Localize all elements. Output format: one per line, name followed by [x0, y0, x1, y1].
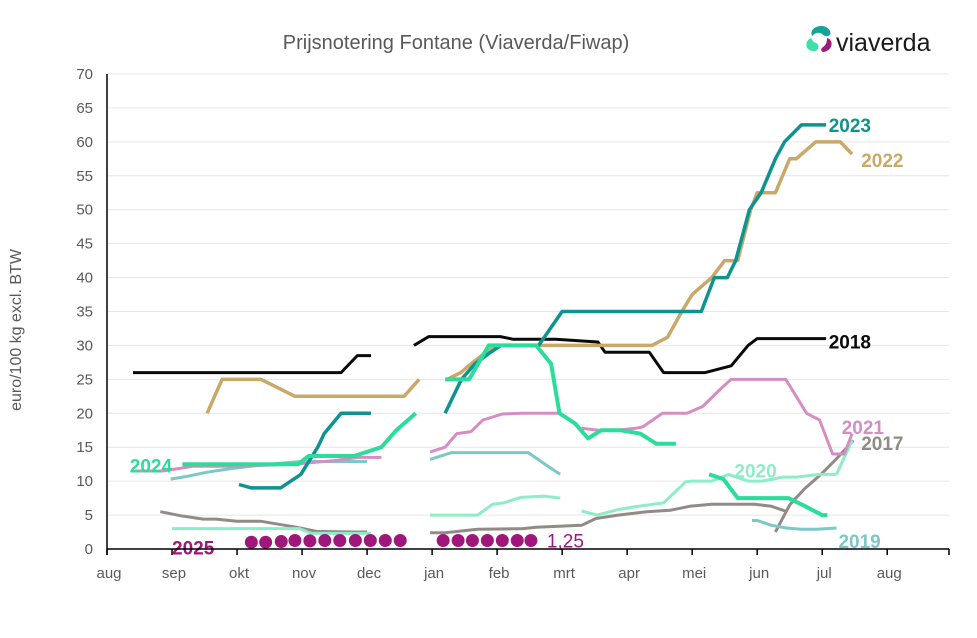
y-tick-label: 10 — [76, 473, 93, 490]
series-line-2021 — [581, 377, 854, 456]
series-label-2017: 2017 — [861, 434, 903, 455]
series-line-2024 — [182, 411, 418, 467]
y-tick-label: 65 — [76, 100, 93, 117]
x-tick-label: feb — [489, 565, 510, 582]
x-tick-label: aug — [877, 565, 902, 582]
y-tick-label: 45 — [76, 236, 93, 253]
y-tick-label: 30 — [76, 337, 93, 354]
x-tick-label: mei — [682, 565, 706, 582]
data-point-2025 — [510, 534, 524, 548]
series-line-2017 — [160, 510, 368, 534]
y-tick-label: 25 — [76, 371, 93, 388]
series-line-2018 — [413, 335, 827, 375]
data-point-2025 — [244, 535, 258, 549]
data-point-2025 — [348, 534, 362, 548]
series-label-2021: 2021 — [842, 418, 885, 439]
series-label-2020: 2020 — [734, 461, 776, 482]
series-line-2019 — [752, 519, 837, 531]
y-tick-label: 5 — [85, 507, 93, 524]
series-line-2023 — [238, 411, 371, 490]
viaverda-logo-icon — [806, 25, 832, 52]
series-line-2023 — [443, 123, 827, 415]
y-axis-title: euro/100 kg excl. BTW — [8, 248, 25, 411]
series-line-2017 — [774, 439, 855, 533]
series-2021 — [135, 377, 854, 473]
series-line-2022 — [205, 377, 421, 415]
data-point-2025 — [288, 534, 302, 548]
series-2025 — [244, 534, 538, 549]
x-tick-label: dec — [357, 565, 382, 582]
x-tick-label: jul — [816, 565, 832, 582]
y-tick-label: 0 — [85, 541, 93, 558]
data-point-2025 — [465, 534, 479, 548]
y-tick-label: 70 — [76, 66, 93, 83]
value-label-2025: 1,25 — [547, 532, 584, 553]
logo-green-shape — [806, 38, 819, 52]
series-line-2024 — [708, 472, 828, 518]
x-tick-label: sep — [162, 565, 186, 582]
series-2020 — [172, 439, 854, 535]
x-tick-label: aug — [96, 565, 121, 582]
data-point-2025 — [524, 534, 538, 548]
logo: viaverda — [806, 25, 931, 57]
x-tick-label: nov — [292, 565, 317, 582]
y-axis-ticks: 0 5 10 15 20 25 30 35 40 45 50 55 60 65 70 — [76, 66, 93, 558]
series-line-2020 — [835, 439, 854, 476]
series-line-2019 — [429, 451, 562, 476]
data-point-2025 — [274, 535, 288, 549]
series-label-2018: 2018 — [829, 332, 871, 353]
logo-teal-shape — [811, 25, 831, 37]
x-tick-label: jun — [748, 565, 769, 582]
x-tick-label: jan — [423, 565, 444, 582]
y-tick-label: 20 — [76, 405, 93, 422]
series-2023 — [238, 123, 827, 490]
data-point-2025 — [333, 534, 347, 548]
x-tick-label: apr — [618, 565, 640, 582]
logo-purple-shape — [821, 38, 832, 52]
series-2017 — [160, 439, 855, 535]
series-line-2024 — [445, 343, 676, 446]
data-point-2025 — [363, 534, 377, 548]
chart-title: Prijsnotering Fontane (Viaverda/Fiwap) — [283, 32, 629, 54]
series-line-2020 — [581, 472, 837, 517]
data-point-2025 — [451, 534, 465, 548]
x-axis-ticks: aug sep okt nov dec jan feb mrt apr mei jun jul aug — [96, 549, 950, 582]
series-2024 — [182, 343, 828, 518]
series-label-2024: 2024 — [130, 457, 173, 478]
x-tick-label: mrt — [553, 565, 575, 582]
y-tick-label: 35 — [76, 304, 93, 321]
series-line-2020 — [172, 527, 371, 535]
data-point-2025 — [259, 535, 273, 549]
data-point-2025 — [393, 534, 407, 548]
series-label-2023: 2023 — [829, 116, 871, 137]
y-tick-label: 60 — [76, 134, 93, 151]
x-tick-label: okt — [229, 565, 250, 582]
data-point-2025 — [378, 534, 392, 548]
series-2018 — [133, 335, 827, 375]
data-point-2025 — [495, 534, 509, 548]
y-tick-label: 50 — [76, 202, 93, 219]
series-label-2022: 2022 — [861, 151, 903, 172]
data-point-2025 — [318, 534, 332, 548]
series-line-2021 — [429, 411, 561, 454]
series-label-2019: 2019 — [838, 532, 880, 553]
y-tick-label: 40 — [76, 270, 93, 287]
logo-text: viaverda — [836, 29, 931, 57]
series-line-2017 — [430, 502, 788, 535]
series-line-2018 — [133, 354, 371, 375]
data-point-2025 — [436, 534, 450, 548]
y-tick-label: 15 — [76, 439, 93, 456]
series-line-2020 — [430, 494, 561, 517]
series-lines — [133, 123, 855, 549]
y-tick-label: 55 — [76, 168, 93, 185]
data-point-2025 — [303, 534, 317, 548]
data-point-2025 — [480, 534, 494, 548]
